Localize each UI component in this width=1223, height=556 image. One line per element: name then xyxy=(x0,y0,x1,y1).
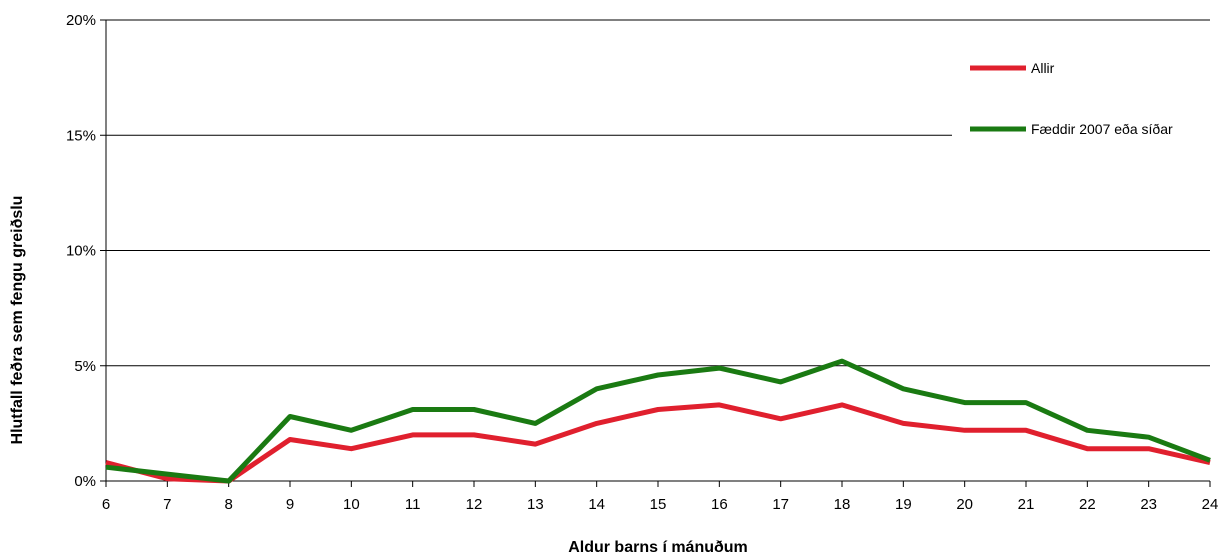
y-tick-label: 20% xyxy=(66,12,96,29)
x-tick-label: 19 xyxy=(895,496,912,513)
x-tick-label: 10 xyxy=(343,496,360,513)
x-axis-title: Aldur barns í mánuðum xyxy=(568,539,748,556)
series-line-allir xyxy=(105,402,1211,484)
x-tick-label: 23 xyxy=(1140,496,1157,513)
y-tick-label: 5% xyxy=(74,358,96,375)
legend: Allir Fæddir 2007 eða síðar xyxy=(952,45,1214,155)
x-tick-label: 20 xyxy=(956,496,973,513)
legend-label-faeddir: Fæddir 2007 eða síðar xyxy=(1031,121,1173,137)
x-tick-label: 7 xyxy=(163,496,171,513)
y-tick-labels: 0% 5% 10% 15% 20% xyxy=(66,12,106,490)
y-tick-label: 0% xyxy=(74,473,96,490)
x-tick-label: 24 xyxy=(1202,496,1219,513)
x-tick-label: 6 xyxy=(102,496,110,513)
y-tick-label: 15% xyxy=(66,127,96,144)
x-tick-label: 12 xyxy=(466,496,483,513)
gridlines xyxy=(106,19,1210,367)
x-tick-label: 18 xyxy=(834,496,851,513)
x-tick-label: 15 xyxy=(650,496,667,513)
x-tick-label: 8 xyxy=(224,496,232,513)
x-tick-label: 21 xyxy=(1018,496,1035,513)
legend-label-allir: Allir xyxy=(1031,60,1055,76)
series-lines xyxy=(105,358,1211,484)
x-tick-label: 16 xyxy=(711,496,728,513)
x-tick-labels: 6 7 8 9 10 11 12 13 14 15 16 17 18 19 20 21 22 23 24 xyxy=(102,481,1219,513)
x-tick-label: 14 xyxy=(588,496,605,513)
y-tick-label: 10% xyxy=(66,243,96,260)
x-tick-label: 9 xyxy=(286,496,294,513)
legend-background xyxy=(952,45,1214,155)
x-tick-label: 22 xyxy=(1079,496,1096,513)
y-axis-title: Hlutfall feðra sem fengu greiðslu xyxy=(9,196,26,445)
x-tick-label: 13 xyxy=(527,496,544,513)
x-tick-label: 17 xyxy=(772,496,789,513)
series-line-faeddir xyxy=(105,358,1211,484)
x-tick-label: 11 xyxy=(405,496,421,513)
